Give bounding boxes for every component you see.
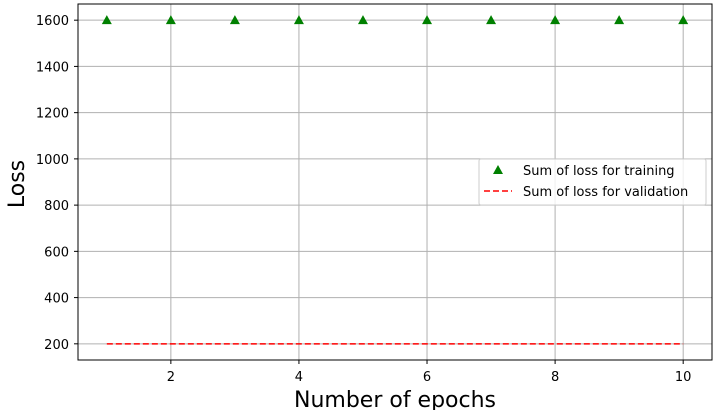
x-axis-label: Number of epochs [294, 388, 496, 410]
x-tick-label: 10 [675, 370, 692, 385]
training-point [357, 15, 368, 25]
y-tick-label: 800 [44, 199, 69, 214]
legend-training-label: Sum of loss for training [523, 164, 675, 179]
training-point [550, 15, 561, 25]
y-axis-ticks: 200 400 600 800 1000 1200 1400 1600 [36, 14, 78, 353]
y-tick-label: 200 [44, 338, 69, 353]
y-tick-label: 400 [44, 292, 69, 307]
plot-frame [77, 3, 713, 361]
legend-training-marker [493, 165, 503, 174]
legend-validation-label: Sum of loss for validation [523, 185, 688, 200]
training-point [229, 15, 240, 25]
legend: Sum of loss for training Sum of loss for… [478, 158, 707, 206]
y-tick-label: 1600 [36, 14, 69, 29]
training-point [101, 15, 112, 25]
y-tick-label: 600 [44, 245, 69, 260]
training-series [101, 15, 689, 25]
x-tick-label: 4 [295, 370, 303, 385]
y-axis-label: Loss [5, 160, 30, 208]
legend-box [478, 158, 707, 206]
y-tick-label: 1400 [36, 60, 69, 75]
x-tick-label: 6 [423, 370, 431, 385]
y-tick-label: 1000 [36, 153, 69, 168]
training-point [293, 15, 304, 25]
training-point [165, 15, 176, 25]
y-tick-label: 1200 [36, 107, 69, 122]
training-point [678, 15, 689, 25]
training-point [422, 15, 433, 25]
x-axis-ticks: 2 4 6 8 10 [167, 360, 692, 385]
x-tick-label: 8 [551, 370, 559, 385]
training-point [614, 15, 625, 25]
training-point [486, 15, 497, 25]
x-tick-label: 2 [167, 370, 175, 385]
